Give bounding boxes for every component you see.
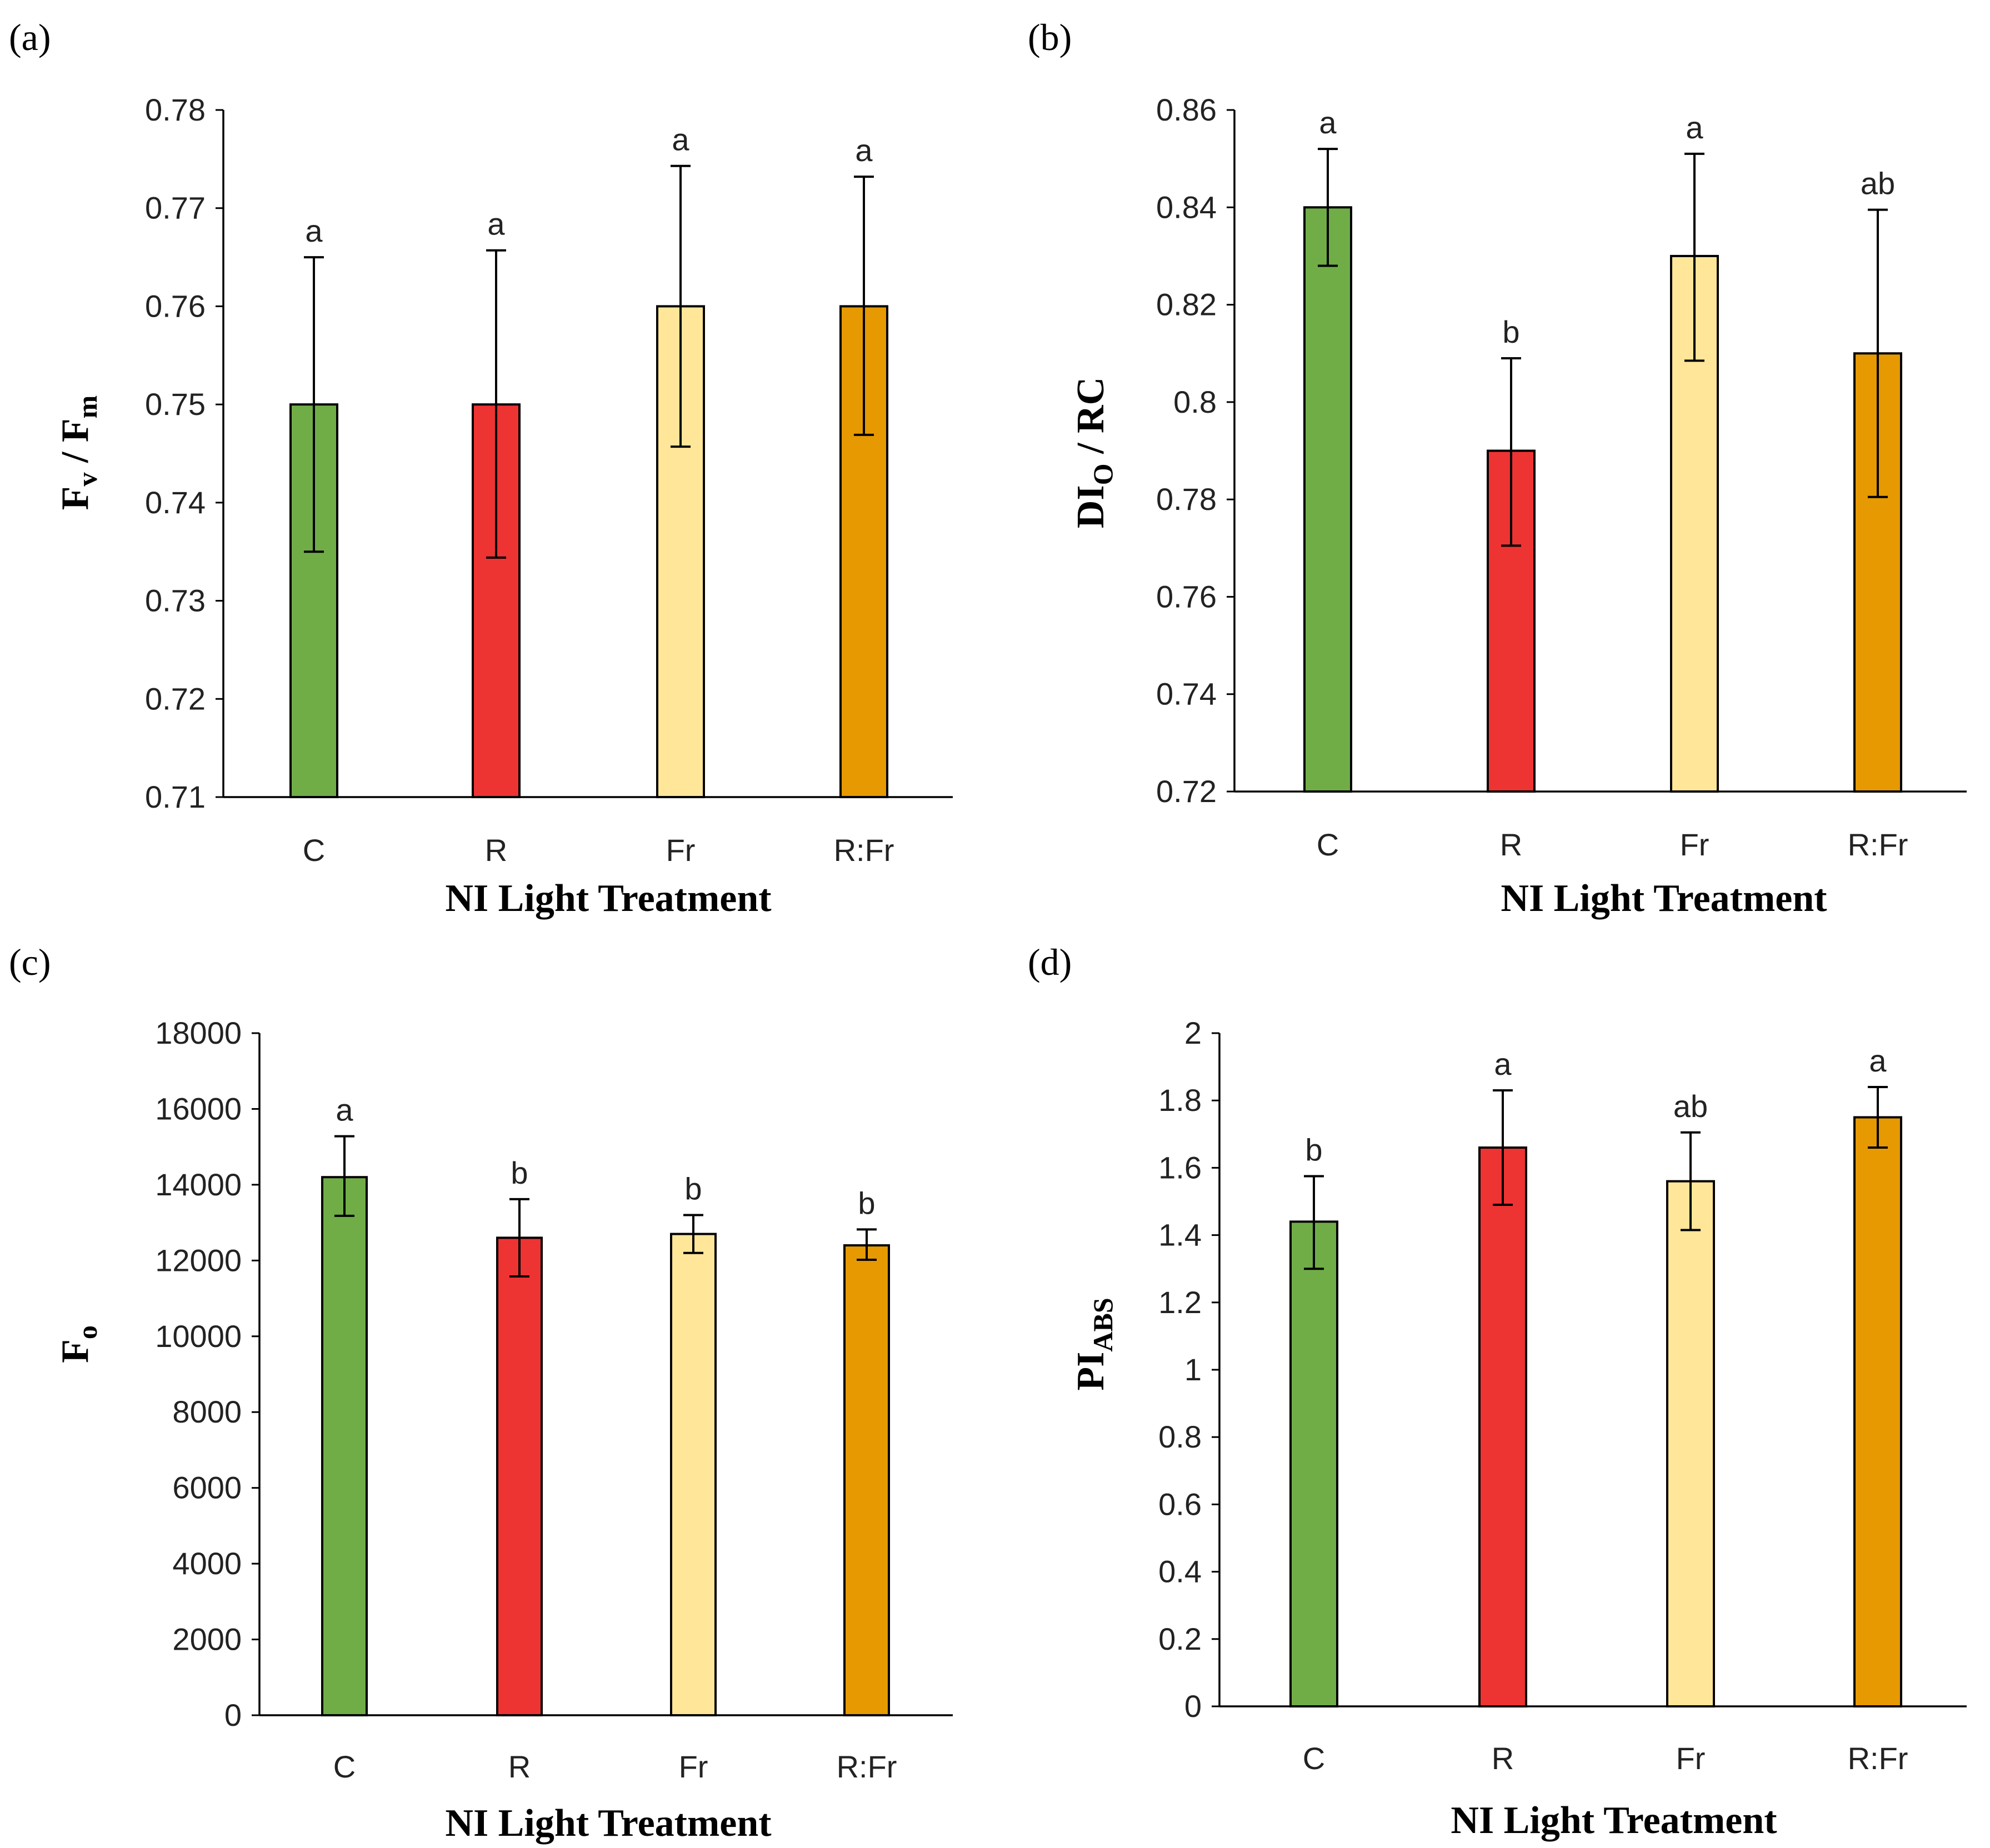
x-category-label: R [508,1749,531,1784]
panel-label: (a) [9,16,51,58]
bar-fr [656,305,705,798]
y-tick-label: 0.8 [1173,384,1217,419]
x-category-label: R [1492,1741,1514,1776]
y-tick-label: 0.86 [1156,92,1217,127]
y-tick-label: 1.4 [1158,1218,1202,1253]
x-category-label: C [303,833,325,868]
y-tick-label: 8000 [172,1394,242,1429]
x-category-label: R:Fr [834,833,894,868]
bar-c [1289,1220,1338,1708]
y-tick-label: 16000 [155,1091,242,1126]
x-category-label: C [1303,1741,1325,1776]
y-tick-label: 0.6 [1158,1486,1202,1521]
y-tick-label: 0.73 [145,583,206,618]
bar-r [496,1236,543,1716]
y-tick-label: 0.8 [1158,1419,1202,1454]
y-tick-label: 10000 [155,1319,242,1354]
x-category-label: Fr [666,833,696,868]
bar-fr [670,1233,717,1717]
x-category-label: R:Fr [837,1749,897,1784]
significance-letter: a [487,207,505,242]
significance-letter: ab [1673,1089,1708,1124]
x-category-label: C [333,1749,356,1784]
x-category-label: Fr [1676,1741,1706,1776]
y-tick-label: 18000 [155,1015,242,1050]
bar-r [472,403,521,798]
x-category-label: R [1500,827,1522,862]
y-tick-label: 0.74 [145,485,206,520]
bar-c [321,1176,368,1716]
significance-letter: a [336,1093,353,1128]
x-axis-title: NI Light Treatment [1501,877,1827,920]
y-tick-label: 1.8 [1158,1083,1202,1118]
significance-letter: a [1494,1046,1512,1081]
y-tick-label: 0.72 [145,681,206,716]
y-tick-label: 1.6 [1158,1150,1202,1185]
x-axis-title: NI Light Treatment [1451,1799,1777,1842]
y-tick-label: 0.2 [1158,1621,1202,1656]
y-tick-label: 0 [1184,1689,1202,1724]
y-tick-label: 0 [224,1697,242,1732]
y-tick-label: 0.75 [145,387,206,422]
significance-letter: b [1305,1133,1322,1168]
y-tick-label: 0.72 [1156,774,1217,809]
y-tick-label: 2 [1184,1015,1202,1050]
y-tick-label: 0.74 [1156,677,1217,712]
y-tick-label: 1 [1184,1352,1202,1387]
y-tick-label: 0.4 [1158,1554,1202,1589]
y-tick-label: 6000 [172,1470,242,1505]
x-axis-title: NI Light Treatment [445,877,771,920]
x-category-label: R:Fr [1848,827,1908,862]
y-tick-label: 0.84 [1156,189,1217,224]
y-tick-label: 2000 [172,1622,242,1657]
bar-fr [1666,1180,1715,1707]
panel-label: (c) [9,941,51,983]
x-category-label: R:Fr [1848,1741,1908,1776]
significance-letter: b [1502,314,1519,349]
panel-a: (a) Fv / Fm NI Light Treatment 0.71 0.72 0… [9,16,953,920]
significance-letter: b [684,1171,702,1206]
bar-r-fr [1853,1116,1902,1707]
y-tick-label: 14000 [155,1167,242,1202]
panel-label: (b) [1028,16,1072,58]
y-tick-label: 4000 [172,1546,242,1581]
significance-letter: b [858,1185,875,1220]
y-tick-label: 0.76 [1156,579,1217,614]
x-axis-title: NI Light Treatment [445,1802,771,1845]
significance-letter: a [672,122,689,157]
y-tick-label: 1.2 [1158,1285,1202,1320]
y-axis-title: Fo [54,1325,103,1363]
y-tick-label: 12000 [155,1243,242,1278]
y-tick-label: 0.78 [1156,482,1217,517]
panel-d: (d) PIABS NI Light Treatment 0 0.2 0.4 0.6 0… [1028,941,1967,1842]
y-tick-label: 0.77 [145,191,206,226]
significance-letter: b [511,1155,528,1190]
y-axis-title: DIO / RC [1069,377,1118,528]
y-tick-label: 0.71 [145,779,206,814]
significance-letter: a [305,213,323,248]
significance-letter: a [1319,105,1337,140]
significance-letter: ab [1861,166,1895,201]
bar-c [1303,206,1352,793]
x-category-label: C [1317,827,1339,862]
x-category-label: R [485,833,507,868]
significance-letter: a [855,133,873,168]
y-tick-label: 0.76 [145,288,206,323]
significance-letter: a [1869,1043,1887,1078]
x-category-label: Fr [1680,827,1709,862]
y-tick-label: 0.82 [1156,287,1217,322]
significance-letter: a [1686,110,1703,145]
y-axis-title: PIABS [1069,1298,1118,1390]
panel-b: (b) DIO / RC NI Light Treatment 0.72 0.74… [1028,16,1967,920]
panel-label: (d) [1028,941,1072,983]
bar-r [1478,1146,1527,1708]
y-axis-title: Fv / Fm [54,395,103,510]
bar-r-fr [843,1244,890,1716]
x-category-label: Fr [679,1749,708,1784]
panel-c: (c) Fo NI Light Treatment 0 2000 4000 6000 8… [9,941,953,1845]
y-tick-label: 0.78 [145,92,206,127]
